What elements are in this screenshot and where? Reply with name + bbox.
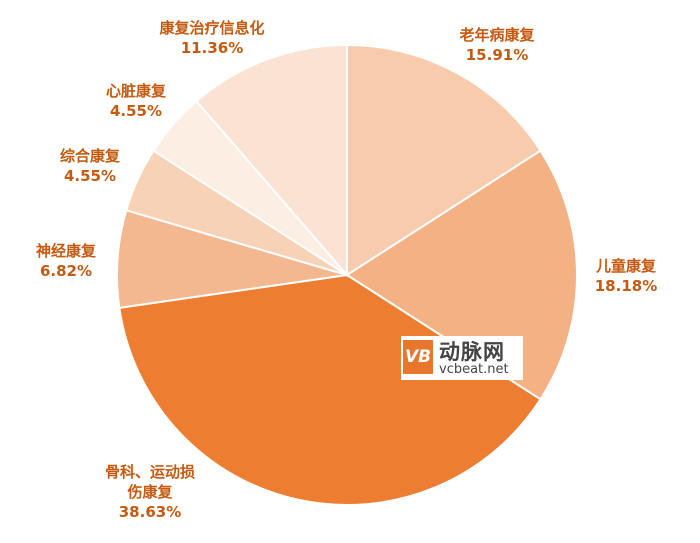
slice-label: 康复治疗信息化 11.36% — [132, 18, 292, 58]
pie-slice — [346, 43, 542, 277]
value-label: 4.55% — [109, 102, 163, 120]
watermark-name: 动脉网 — [439, 340, 505, 364]
value-label: 18.18% — [594, 277, 658, 295]
category-label: 综合康复 — [59, 147, 120, 165]
slice-label: 儿童康复 18.18% — [556, 256, 696, 296]
watermark-logo: VB — [403, 340, 433, 374]
value-label: 4.55% — [63, 167, 117, 185]
value-label: 38.63% — [118, 503, 182, 521]
watermark-url: vcbeat.net — [439, 362, 509, 377]
watermark: VB 动脉网 vcbeat.net — [401, 336, 523, 380]
slice-label: 心脏康复 4.55% — [66, 81, 206, 121]
category-label: 神经康复 — [35, 242, 96, 260]
slice-label: 骨科、运动损伤康复 38.63% — [100, 462, 200, 522]
category-label: 骨科、运动损伤康复 — [104, 463, 195, 501]
slice-label: 综合康复 4.55% — [20, 146, 160, 186]
slice-label: 老年病康复 15.91% — [427, 25, 567, 65]
category-label: 老年病康复 — [459, 26, 535, 44]
category-label: 儿童康复 — [595, 257, 656, 275]
value-label: 15.91% — [465, 46, 529, 64]
pie-slice — [195, 43, 348, 278]
pie-slice — [118, 273, 542, 506]
slice-label: 神经康复 6.82% — [0, 241, 136, 281]
category-label: 康复治疗信息化 — [159, 19, 265, 37]
value-label: 11.36% — [180, 39, 244, 57]
value-label: 6.82% — [39, 262, 93, 280]
category-label: 心脏康复 — [105, 82, 166, 100]
